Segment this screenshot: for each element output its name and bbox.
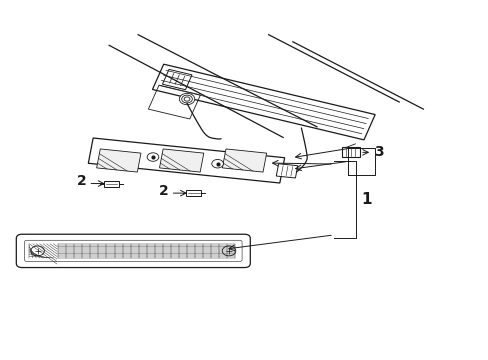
Text: 1: 1 [361,192,371,207]
Polygon shape [104,180,119,186]
Polygon shape [186,190,201,196]
Circle shape [179,93,194,105]
Circle shape [211,159,223,168]
Polygon shape [276,164,297,178]
Text: 2: 2 [159,184,168,198]
Text: 2: 2 [77,174,86,188]
FancyBboxPatch shape [16,234,250,267]
Polygon shape [97,149,141,172]
Polygon shape [222,149,266,172]
Polygon shape [162,69,192,90]
Polygon shape [159,149,203,172]
Circle shape [147,153,159,161]
Text: 3: 3 [374,145,384,159]
Polygon shape [341,147,359,157]
Circle shape [222,246,235,256]
Circle shape [31,246,44,256]
Polygon shape [88,138,284,183]
Polygon shape [152,64,374,140]
